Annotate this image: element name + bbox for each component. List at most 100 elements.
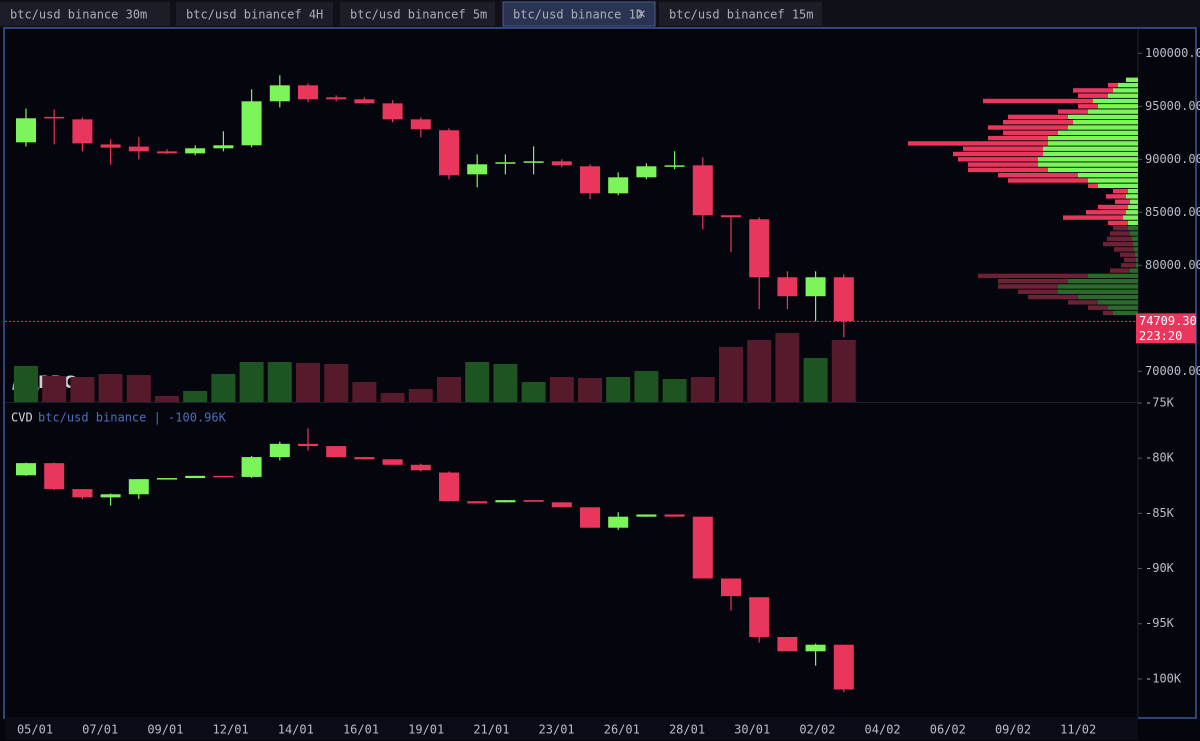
- candle-body: [749, 597, 770, 637]
- profile-buy: [1126, 194, 1138, 199]
- tab-label[interactable]: btc/usd binancef 15m: [669, 8, 814, 22]
- tab-label[interactable]: btc/usd binancef 5m: [350, 8, 487, 22]
- volume-bar: [211, 374, 236, 402]
- profile-buy: [1132, 236, 1138, 241]
- profile-buy: [1048, 141, 1138, 146]
- profile-buy: [1048, 167, 1138, 173]
- candle-body: [721, 215, 741, 218]
- x-tick-label: 21/01: [473, 723, 509, 737]
- candle-body: [16, 118, 36, 143]
- candle-body: [241, 457, 262, 477]
- tab-close[interactable]: ×: [637, 5, 646, 23]
- candle-body: [495, 500, 516, 503]
- candle-body: [439, 130, 459, 176]
- candle-body: [580, 166, 600, 194]
- candle-body: [692, 516, 713, 579]
- candle-body: [269, 443, 290, 458]
- profile-sell: [998, 278, 1068, 284]
- candle-body: [523, 161, 544, 163]
- tab[interactable]: [176, 2, 333, 26]
- profile-sell: [1008, 114, 1068, 120]
- volume-bar: [267, 362, 292, 402]
- tab[interactable]: [0, 2, 170, 26]
- profile-buy: [1123, 215, 1138, 220]
- candle-body: [833, 644, 854, 690]
- profile-buy: [1093, 98, 1138, 104]
- profile-buy: [1098, 104, 1138, 109]
- candle-body: [664, 165, 685, 167]
- x-tick-label: 28/01: [669, 723, 705, 737]
- volume-bar: [155, 396, 179, 402]
- profile-buy: [1098, 300, 1138, 305]
- profile-buy: [1088, 273, 1138, 279]
- y-tick-label: 90000.00: [1145, 152, 1200, 166]
- profile-sell: [1008, 178, 1088, 183]
- candle-body: [692, 165, 713, 216]
- tab-label[interactable]: btc/usd binance 30m: [10, 8, 147, 22]
- candle-body: [44, 463, 65, 490]
- volume-bar: [521, 382, 546, 402]
- tab[interactable]: [502, 1, 656, 27]
- profile-sell: [1113, 188, 1128, 194]
- candle-body: [213, 145, 234, 149]
- profile-sell: [1098, 204, 1128, 210]
- tab-label[interactable]: btc/usd binancef 4H: [186, 8, 323, 22]
- x-tick-label: 11/02: [1060, 723, 1096, 737]
- profile-sell: [1108, 220, 1128, 226]
- profile-buy: [1133, 241, 1138, 247]
- tab[interactable]: [340, 2, 495, 26]
- volume-bar: [662, 379, 687, 402]
- candle-body: [523, 500, 544, 502]
- candle-body: [608, 177, 629, 194]
- profile-sell: [1073, 88, 1113, 93]
- volume-bar: [126, 375, 151, 402]
- candle-body: [467, 501, 488, 504]
- candle-body: [608, 516, 629, 528]
- profile-buy: [1068, 125, 1138, 130]
- profile-sell: [1018, 289, 1058, 294]
- profile-sell: [1110, 268, 1130, 273]
- profile-sell: [1110, 231, 1130, 236]
- profile-sell: [1103, 310, 1113, 316]
- candle-body: [298, 85, 318, 100]
- profile-buy: [1078, 172, 1138, 178]
- profile-sell: [1058, 109, 1088, 114]
- volume-bar: [70, 377, 95, 402]
- profile-buy: [1058, 284, 1138, 289]
- candle-body: [664, 514, 685, 517]
- profile-sell: [958, 157, 1038, 162]
- profile-buy: [1098, 183, 1138, 188]
- candle-body: [636, 166, 657, 178]
- profile-sell: [978, 273, 1088, 279]
- volume-bar: [578, 378, 602, 402]
- profile-buy: [1043, 151, 1138, 157]
- candle-body: [157, 478, 177, 480]
- last-price-box: [1136, 313, 1196, 344]
- profile-sell: [1063, 215, 1123, 220]
- profile-buy: [1048, 135, 1138, 141]
- volume-bar: [324, 364, 349, 402]
- profile-buy: [1108, 93, 1138, 98]
- profile-sell: [1088, 305, 1108, 310]
- profile-sell: [1108, 82, 1118, 88]
- profile-buy: [1038, 162, 1138, 167]
- volume-bar: [747, 340, 772, 402]
- candle-body: [100, 494, 121, 498]
- candle-body: [382, 103, 403, 120]
- tab-label[interactable]: btc/usd binance 1D: [513, 8, 643, 22]
- profile-buy: [1130, 231, 1138, 236]
- profile-sell: [953, 151, 1043, 157]
- profile-buy: [1113, 88, 1138, 93]
- volume-bar: [831, 340, 856, 402]
- x-tick-label: 26/01: [604, 723, 640, 737]
- profile-buy: [1078, 294, 1138, 300]
- profile-sell: [1103, 241, 1133, 247]
- x-tick-label: 12/01: [213, 723, 249, 737]
- candle-body: [721, 578, 741, 597]
- profile-sell: [963, 146, 1043, 151]
- tab[interactable]: [659, 2, 822, 26]
- profile-sell: [983, 98, 1093, 104]
- profile-sell: [1068, 300, 1098, 305]
- profile-buy: [1130, 199, 1138, 204]
